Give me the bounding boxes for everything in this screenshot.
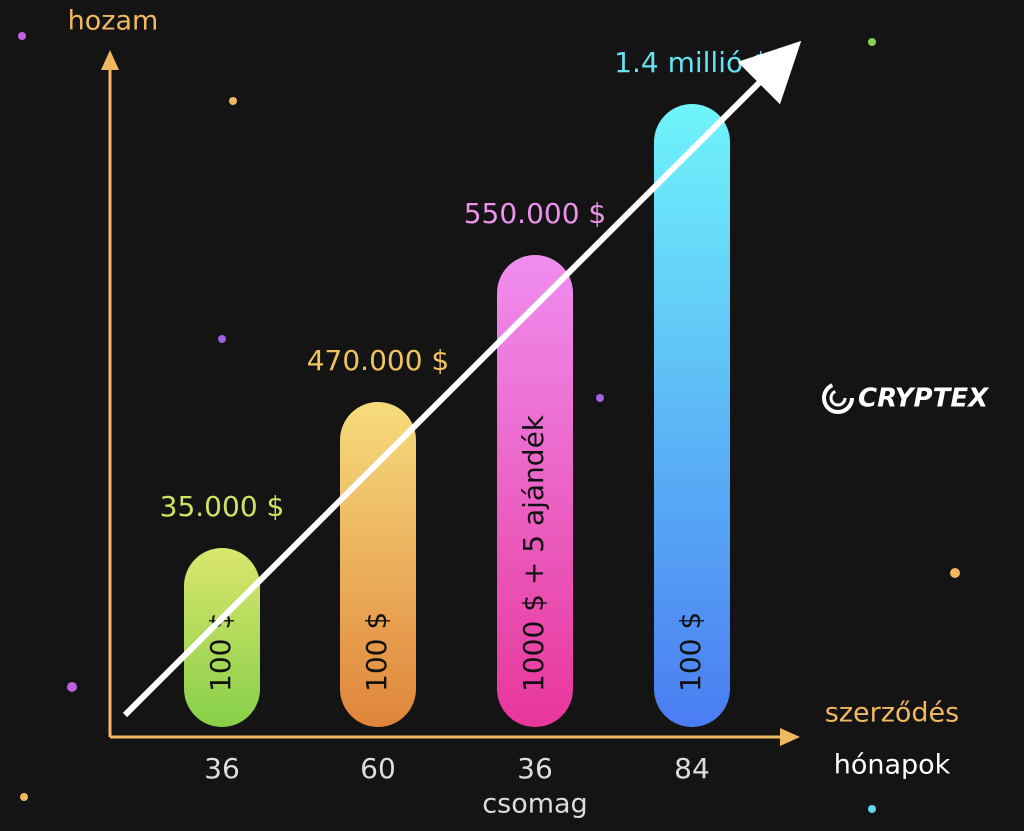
decor-dots [18, 32, 960, 813]
axes [101, 50, 800, 746]
bar-inner-text: 100 $ [674, 612, 707, 692]
month-label: 36 [204, 752, 240, 785]
bar-label: 470.000 $ [307, 344, 450, 377]
bar [497, 255, 573, 727]
month-label: 36 [517, 752, 553, 785]
brand-logo: CRYPTEX [822, 382, 990, 414]
month-label: 60 [360, 752, 396, 785]
bar-inner-text: 100 $ [360, 612, 393, 692]
brand: CRYPTEX [858, 384, 990, 414]
x-axis-label: szerződés [825, 698, 959, 729]
y-axis-label: hozam [68, 6, 159, 37]
bar-label: 1.4 millió $ [614, 46, 770, 79]
bar [184, 548, 260, 727]
bar [654, 104, 730, 727]
bar-inner-text: 100 $ [204, 612, 237, 692]
x-axis-caption: csomag [482, 789, 587, 820]
growth-arrow [122, 40, 802, 718]
bar-inner-text: 1000 $ + 5 ajándék [517, 414, 550, 692]
bar-label: 35.000 $ [160, 490, 285, 523]
bar-label: 550.000 $ [464, 197, 607, 230]
x-axis-unit: hónapok [834, 750, 951, 781]
bars: 35.000 $ 100 $ 36 470.000 $ 100 $ 60 550.000 $… [160, 46, 770, 785]
month-label: 84 [674, 752, 710, 785]
